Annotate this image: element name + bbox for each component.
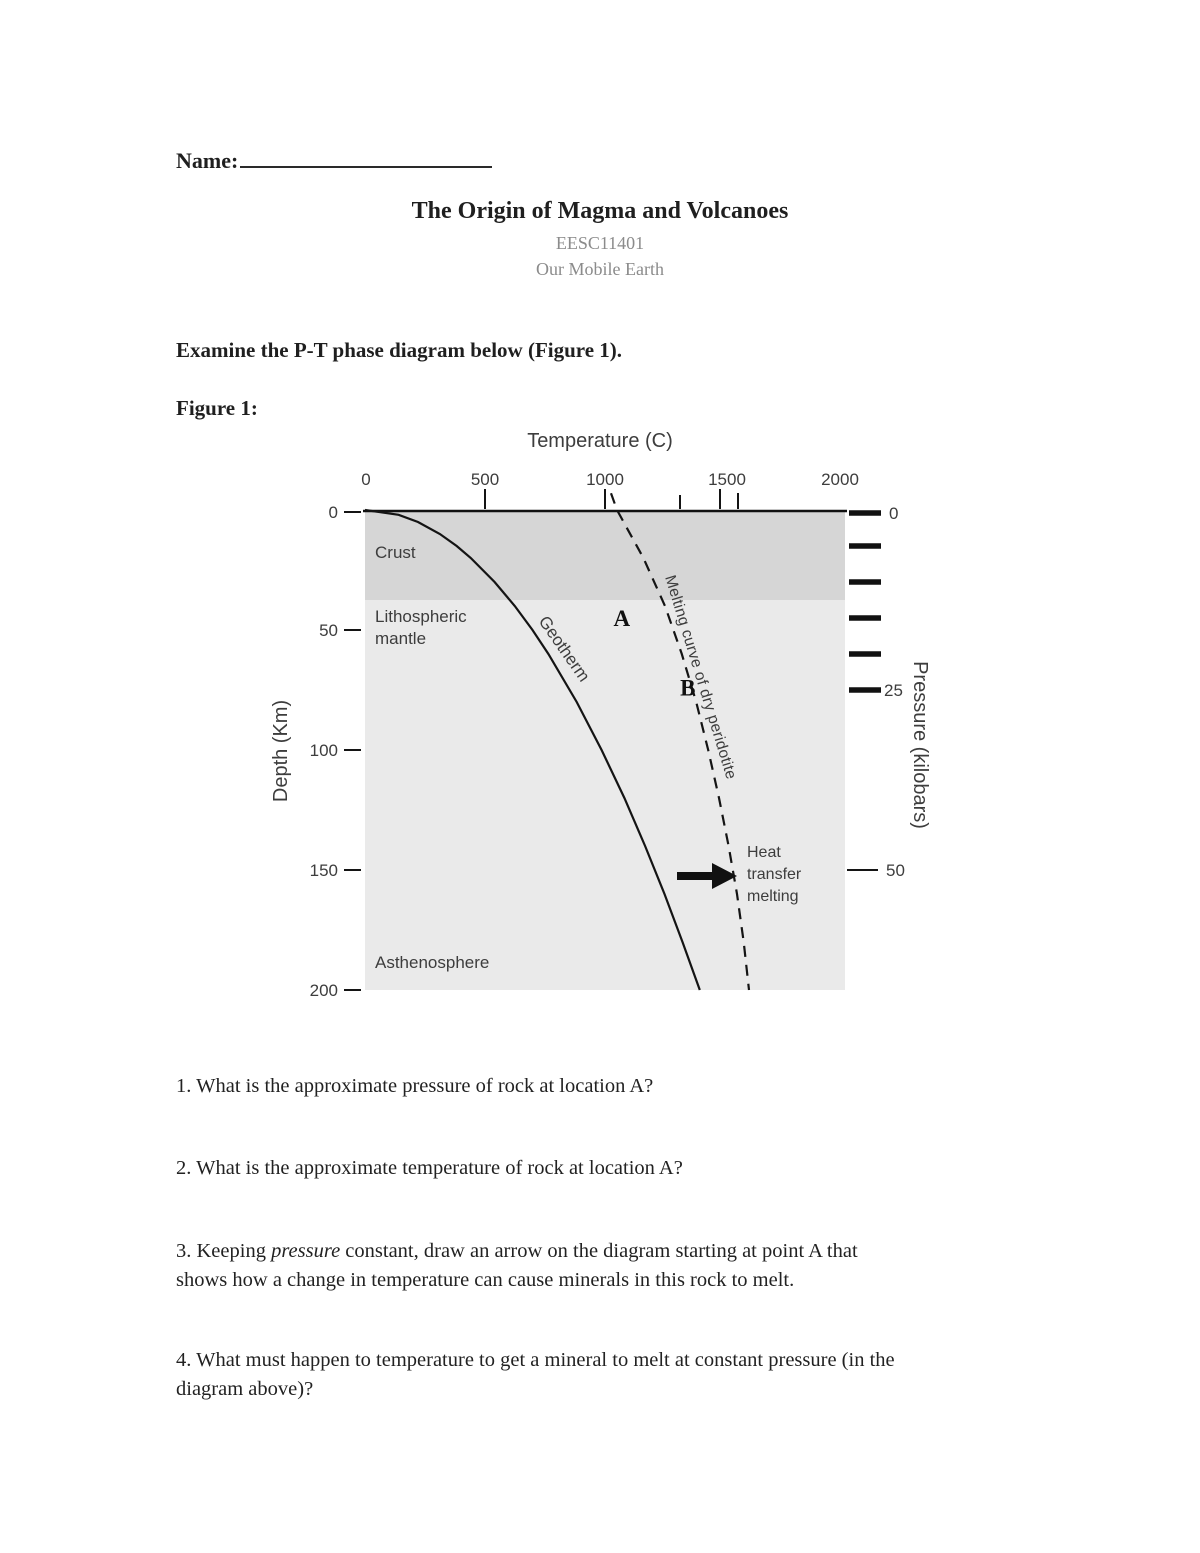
instruction-text: Examine the P-T phase diagram below (Fig… — [176, 338, 623, 362]
temp-tick-label-2000: 2000 — [821, 470, 859, 489]
question-4: 4. What must happen to temperature to ge… — [176, 1346, 1006, 1404]
question-4-line2: diagram above)? — [176, 1378, 314, 1400]
heat-transfer-label-line1: Heat — [747, 844, 781, 861]
geotherm-curve — [364, 508, 701, 991]
page-title: The Origin of Magma and Volcanoes — [411, 198, 789, 224]
temp-tick-label-1500: 1500 — [708, 470, 746, 489]
lithospheric-mantle-label-line1: Lithospheric — [375, 607, 467, 626]
figure-caption: Figure 1: — [176, 396, 258, 420]
point-a-marker: A — [613, 606, 630, 631]
temp-tick-label-1000: 1000 — [586, 470, 624, 489]
name-label: Name: — [176, 148, 239, 173]
depth-tick-label-150: 150 — [310, 861, 338, 880]
pressure-axis-title: Pressure (kilobars) — [909, 661, 931, 829]
question-4-line1: 4. What must happen to temperature to ge… — [176, 1349, 895, 1371]
depth-tick-label-200: 200 — [310, 981, 338, 1000]
heat-transfer-label-line2: transfer — [747, 866, 802, 883]
question-1: 1. What is the approximate pressure of r… — [176, 1075, 654, 1097]
course-code: EESC11401 — [555, 233, 645, 253]
name-line: Name: — [176, 144, 493, 174]
question-3-pre: 3. Keeping — [176, 1240, 272, 1262]
depth-tick-label-50: 50 — [319, 621, 338, 640]
question-3: 3. Keeping pressure constant, draw an ar… — [176, 1237, 1006, 1295]
crust-label: Crust — [375, 543, 416, 562]
question-2: 2. What is the approximate temperature o… — [176, 1157, 683, 1179]
depth-tick-label-0: 0 — [329, 503, 338, 522]
melting-curve — [609, 492, 751, 991]
name-blank-line — [240, 144, 493, 168]
pressure-tick-label-50: 50 — [886, 861, 905, 880]
lithospheric-mantle-label-line2: mantle — [375, 629, 426, 648]
temp-tick-label-0: 0 — [361, 470, 370, 489]
heat-transfer-label-line3: melting — [747, 888, 799, 905]
depth-axis-title: Depth (Km) — [270, 700, 292, 802]
point-b-marker: B — [680, 676, 695, 701]
temp-tick-label-500: 500 — [471, 470, 499, 489]
question-3-line2: shows how a change in temperature can ca… — [176, 1269, 795, 1291]
depth-tick-label-100: 100 — [310, 741, 338, 760]
heat-transfer-arrow-head — [712, 863, 737, 889]
pressure-tick-label-25: 25 — [884, 681, 903, 700]
asthenosphere-label: Asthenosphere — [375, 953, 489, 972]
course-name: Our Mobile Earth — [536, 259, 664, 279]
pressure-tick-label-0: 0 — [889, 504, 898, 523]
question-3-line1: 3. Keeping pressure constant, draw an ar… — [176, 1237, 1006, 1266]
question-3-post: constant, draw an arrow on the diagram s… — [340, 1240, 858, 1262]
temperature-axis-title: Temperature (C) — [527, 430, 673, 452]
pt-phase-diagram: Temperature (C) 0 500 1000 1500 2000 Dep… — [270, 430, 931, 1000]
question-3-italic-word: pressure — [271, 1240, 341, 1262]
crust-band — [365, 510, 845, 600]
